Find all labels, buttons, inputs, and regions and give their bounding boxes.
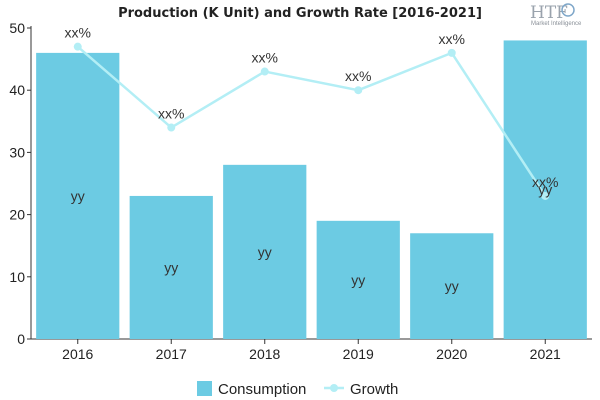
x-tick-label: 2019 xyxy=(343,346,374,362)
growth-data-label: xx% xyxy=(252,50,278,66)
growth-data-label: xx% xyxy=(158,106,184,122)
y-tick-label: 20 xyxy=(9,207,25,223)
y-tick-label: 10 xyxy=(9,269,25,285)
bar-data-label: yy xyxy=(351,272,365,288)
growth-data-label: xx% xyxy=(65,25,91,41)
x-tick-label: 2021 xyxy=(530,346,561,362)
x-tick-label: 2016 xyxy=(62,346,93,362)
bar-data-label: yy xyxy=(538,182,552,198)
htf-logo: HTF Market Intelligence xyxy=(530,3,582,27)
growth-point xyxy=(260,67,269,76)
growth-point xyxy=(73,42,82,51)
bar-data-label: yy xyxy=(258,244,272,260)
bar-consumption xyxy=(36,52,120,339)
logo-tagline: Market Intelligence xyxy=(531,21,582,27)
bar-consumption xyxy=(503,40,587,339)
x-tick-label: 2020 xyxy=(436,346,467,362)
growth-point xyxy=(541,191,550,200)
growth-data-label: xx% xyxy=(439,31,465,47)
y-tick-label: 30 xyxy=(9,144,25,160)
bar-data-label: yy xyxy=(71,188,85,204)
x-tick-label: 2018 xyxy=(249,346,280,362)
axes: 0 10 20 30 40 50 2016 2017 2018 2019 2020 2021 xyxy=(9,20,592,362)
legend-consumption-swatch xyxy=(197,381,212,396)
bar-consumption xyxy=(129,195,213,339)
globe-icon xyxy=(561,3,575,17)
y-tick-label: 40 xyxy=(9,82,25,98)
chart-title: Production (K Unit) and Growth Rate [201… xyxy=(118,6,482,21)
y-tick-label: 50 xyxy=(9,20,25,36)
logo-brand: HTF xyxy=(530,3,568,23)
growth-line xyxy=(73,42,550,200)
growth-point xyxy=(167,123,176,132)
legend: Consumption Growth xyxy=(197,381,398,398)
legend-growth-marker xyxy=(330,384,338,392)
bar-data-label: yy xyxy=(164,259,178,275)
legend-consumption-label: Consumption xyxy=(218,381,306,398)
growth-data-label: xx% xyxy=(532,174,558,190)
bars xyxy=(36,40,587,339)
y-tick-label: 0 xyxy=(17,331,25,347)
growth-point xyxy=(447,48,456,57)
legend-growth-label: Growth xyxy=(350,381,398,398)
growth-data-label: xx% xyxy=(345,68,371,84)
bar-consumption xyxy=(410,233,494,339)
bar-consumption xyxy=(316,220,400,339)
growth-point xyxy=(354,86,363,95)
growth-series-line xyxy=(76,45,547,197)
bar-consumption xyxy=(223,164,307,339)
x-tick-label: 2017 xyxy=(156,346,187,362)
bar-data-label: yy xyxy=(445,278,459,294)
